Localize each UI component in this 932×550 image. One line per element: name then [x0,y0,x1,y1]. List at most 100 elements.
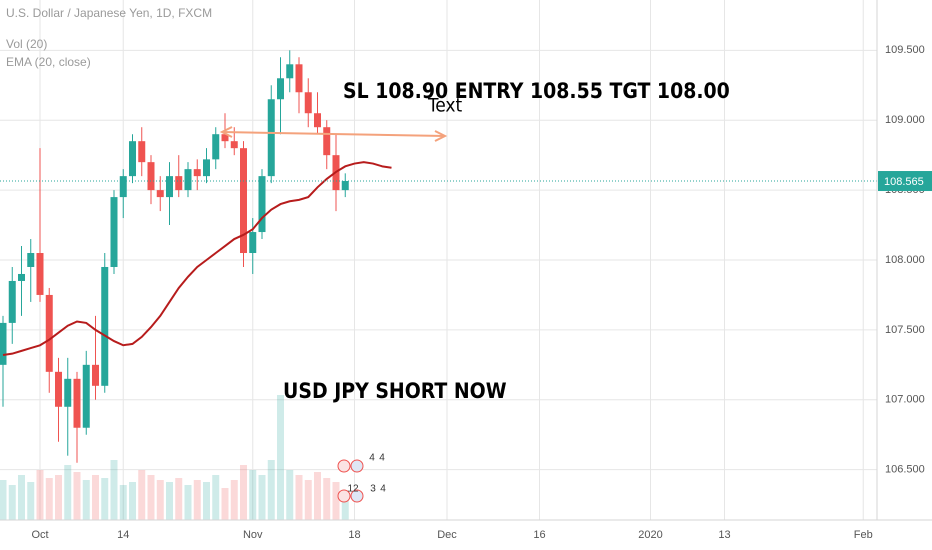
volume-bar [203,482,210,520]
event-icon [350,459,364,473]
candle-body [27,253,35,267]
candle-body [323,127,331,156]
volume-bar [18,475,25,520]
event-count: 3 [370,484,376,495]
volume-bar [55,475,62,520]
volume-bar [138,470,146,520]
volume-bar [27,482,35,520]
candle-body [166,176,173,198]
price-label-box [878,171,932,192]
x-tick-label: Nov [243,529,263,541]
volume-bar [304,480,312,520]
volume-bar [286,470,294,520]
volume-bar [295,475,303,520]
event-count: 4 [380,484,386,495]
candle-body [64,378,72,407]
x-tick-label: Oct [31,529,48,541]
candle-body [240,148,247,254]
volume-bar [249,470,257,520]
annotation: SL 108.90 ENTRY 108.55 TGT 108.00 [343,79,730,103]
x-tick-label: 13 [718,529,730,541]
ema-line [2,161,392,357]
overlay [219,126,448,142]
candle-body [203,159,210,177]
candle-body [18,273,25,281]
y-tick-label: 107.000 [885,394,925,406]
arrow-head [219,126,233,138]
volume-bar [230,480,238,520]
candle-body [55,371,62,407]
volume-bar [166,482,173,520]
arrow-head [434,130,448,142]
volume-bar [0,480,7,520]
indicator-label: EMA (20, close) [6,55,91,69]
x-tick-label: Feb [854,529,873,541]
candle-body [147,162,155,191]
y-tick-label: 106.500 [885,464,925,476]
x-tick-label: 2020 [638,529,662,541]
candle-body [138,141,146,163]
volume-bar [323,478,331,520]
x-tick-label: 14 [117,529,129,541]
candle-body [258,176,266,233]
candle-body [8,280,16,323]
candle-body [249,232,257,254]
candle-body [129,141,136,177]
volume-bar [193,480,201,520]
candle-body [314,113,321,128]
candle-body [286,64,294,79]
candle-body [82,364,90,428]
volume-bar [36,470,44,520]
candle-body [101,266,109,386]
candle-body [36,253,44,295]
event-count: 4 [369,453,375,464]
volume-bar [212,475,220,520]
candle-body [341,181,349,191]
volume-bar [240,465,247,520]
candle-body [175,176,183,191]
candle-body [45,294,53,372]
volume-bar [156,480,164,520]
y-tick-label: 109.500 [885,44,925,56]
volume-bar [129,482,136,520]
volume-bar [184,485,192,520]
volume-bar [8,485,16,520]
volume-bar [73,472,81,520]
y-tick-label: 107.500 [885,324,925,336]
volume-bar [332,482,340,520]
volume-bar [45,478,53,520]
volume-bar [341,490,349,520]
volume-bar [258,475,266,520]
candle-body [212,134,220,160]
volume-bar [175,478,183,520]
indicator-label: Vol (20) [6,37,47,51]
chart-title: U.S. Dollar / Japanese Yen, 1D, FXCM [6,6,212,20]
candle-body [304,92,312,114]
candle-body [73,378,81,428]
annotation: Text [427,95,463,117]
volume-bar [110,460,118,520]
volume-bar [314,472,321,520]
x-tick-label: 16 [533,529,545,541]
volume-bar [82,480,90,520]
candle-body [230,141,238,149]
volume-bar [64,465,72,520]
y-tick-label: 109.000 [885,114,925,126]
x-tick-label: Dec [437,529,457,541]
candle-body [295,64,303,93]
candle-body [184,169,192,191]
volume-bar [92,475,99,520]
candle-body [156,190,164,198]
candle-body [221,134,229,142]
volume-bar [221,488,229,520]
arrow-line [221,131,446,137]
event-icon [350,489,364,503]
volume-bar [101,478,109,520]
event-count: 12 [347,484,359,495]
volume-bar [147,475,155,520]
candle-body [0,322,7,365]
volume-bar [277,395,284,520]
event-count: 4 [379,453,385,464]
